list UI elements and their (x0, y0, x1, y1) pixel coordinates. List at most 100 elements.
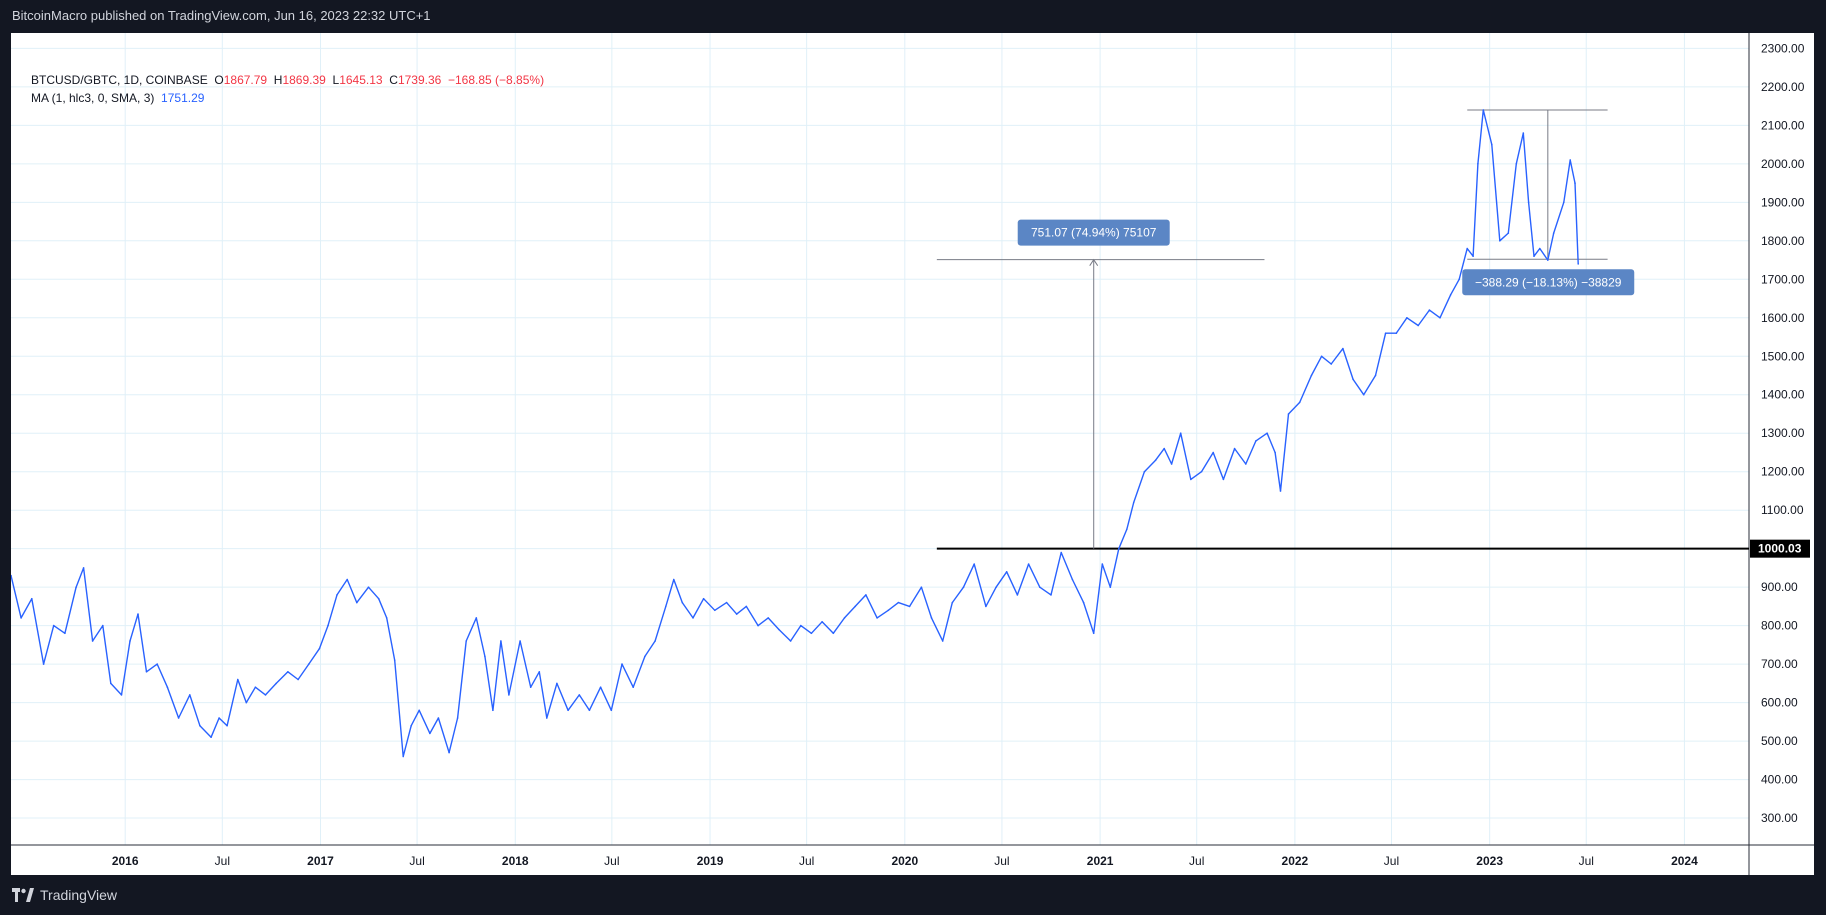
price-data-point (757, 624, 759, 627)
price-data-point (245, 701, 248, 704)
price-data-point (456, 717, 459, 719)
price-data-point (556, 682, 558, 685)
price-data-point (578, 694, 581, 696)
price-data-point (437, 717, 440, 719)
price-data-point (1384, 332, 1387, 335)
price-data-point (52, 624, 55, 627)
price-data-point (1499, 240, 1501, 242)
price-data-point (865, 594, 867, 596)
y-tick-label: 1500.00 (1761, 349, 1805, 363)
measure-up-badge (1017, 219, 1170, 246)
y-tick-label: 1400.00 (1761, 388, 1805, 402)
price-data-point (1050, 594, 1052, 596)
price-data-point (665, 605, 667, 608)
y-tick-label: 500.00 (1761, 734, 1798, 748)
price-data-point (429, 732, 431, 735)
price-data-point (287, 671, 289, 673)
price-data-point (1092, 632, 1095, 635)
footer-bar (0, 875, 1826, 915)
price-data-point (1507, 232, 1510, 234)
price-data-point (102, 624, 104, 627)
price-data-point (973, 563, 975, 565)
price-data-point (308, 663, 310, 665)
price-data-point (1449, 293, 1452, 296)
price-data-point (1547, 259, 1549, 261)
price-data-point (1539, 247, 1541, 250)
price-data-point (1027, 563, 1030, 565)
price-data-point (418, 709, 421, 712)
price-data-point (31, 597, 33, 600)
price-data-point (1569, 159, 1571, 161)
price-data-point (484, 655, 486, 658)
price-data-point (465, 640, 468, 642)
price-data-point (199, 724, 201, 727)
price-data-point (508, 694, 510, 696)
price-data-point (1477, 163, 1479, 165)
price-data-point (887, 609, 890, 612)
measure-arrow-head (1089, 258, 1099, 266)
y-tick-label: 1600.00 (1761, 311, 1805, 325)
price-data-point (1118, 547, 1120, 550)
price-data-point (264, 694, 267, 696)
price-data-point (120, 694, 123, 696)
legend-close-label: C (389, 73, 398, 87)
chart-frame[interactable]: 300.00 400.00 500.00 600.00 700.00 800.00 900.… (11, 33, 1814, 875)
price-data-point (725, 601, 728, 604)
x-tick-label: 2018 (502, 854, 529, 868)
price-data-point (237, 678, 239, 681)
y-tick-label: 1100.00 (1761, 503, 1804, 517)
price-data-point (218, 717, 220, 719)
price-data-point (327, 624, 329, 627)
price-data-point (800, 624, 802, 627)
legend-symbol: BTCUSD/GBTC, 1D, COINBASE (31, 73, 208, 87)
price-data-point (1170, 463, 1173, 465)
y-tick-label: 900.00 (1761, 580, 1798, 594)
price-data-point (1005, 571, 1008, 573)
price-chart[interactable]: 300.00 400.00 500.00 600.00 700.00 800.00 900.… (11, 33, 1814, 875)
price-data-point (930, 617, 933, 619)
price-data-point (1287, 413, 1290, 415)
price-data-point (843, 617, 846, 619)
price-data-point (1577, 263, 1579, 265)
price-data-point (410, 724, 413, 727)
x-tick-label: 2022 (1282, 854, 1309, 868)
price-data-point (377, 597, 380, 600)
price-data-point (1533, 255, 1535, 257)
price-data-point (1458, 278, 1460, 281)
y-tick-label: 1200.00 (1761, 465, 1805, 479)
publisher-header: BitcoinMacro published on TradingView.co… (0, 0, 1826, 32)
price-data-point (318, 647, 321, 650)
price-data-point (876, 617, 878, 619)
price-data-point (492, 709, 494, 712)
price-data-point (75, 586, 77, 588)
price-data-point (1016, 594, 1019, 596)
price-data-point (1330, 363, 1332, 365)
price-data-point (588, 709, 591, 712)
price-data-point (367, 586, 370, 588)
price-data-point (908, 605, 911, 608)
price-data-point (1255, 440, 1257, 442)
measure-up-label: 751.07 (74.94%) 75107 (1031, 226, 1157, 240)
price-data-point (1374, 374, 1377, 377)
y-tick-label: 2100.00 (1761, 118, 1805, 132)
legend-high-label: H (273, 73, 283, 87)
x-tick-label: 2016 (112, 854, 139, 868)
price-data-point (82, 567, 85, 569)
publisher-text: BitcoinMacro published on TradingView.co… (12, 8, 431, 23)
legend-close-value: 1739.36 (397, 73, 442, 87)
price-data-point (735, 613, 738, 615)
price-data-point (1143, 470, 1146, 473)
price-data-point (1491, 143, 1493, 146)
price-data-point (1154, 459, 1157, 462)
price-data-point (166, 686, 169, 688)
price-data-point (985, 605, 987, 608)
price-data-point (1342, 347, 1344, 350)
price-data-point (644, 655, 646, 658)
price-data-point (1082, 601, 1085, 604)
tradingview-logo[interactable]: TradingView (12, 887, 117, 903)
x-tick-label: 2021 (1087, 854, 1114, 868)
price-data-point (110, 682, 112, 685)
price-data-point (854, 605, 856, 608)
price-data-point (546, 717, 548, 719)
price-data-point (1060, 551, 1062, 554)
